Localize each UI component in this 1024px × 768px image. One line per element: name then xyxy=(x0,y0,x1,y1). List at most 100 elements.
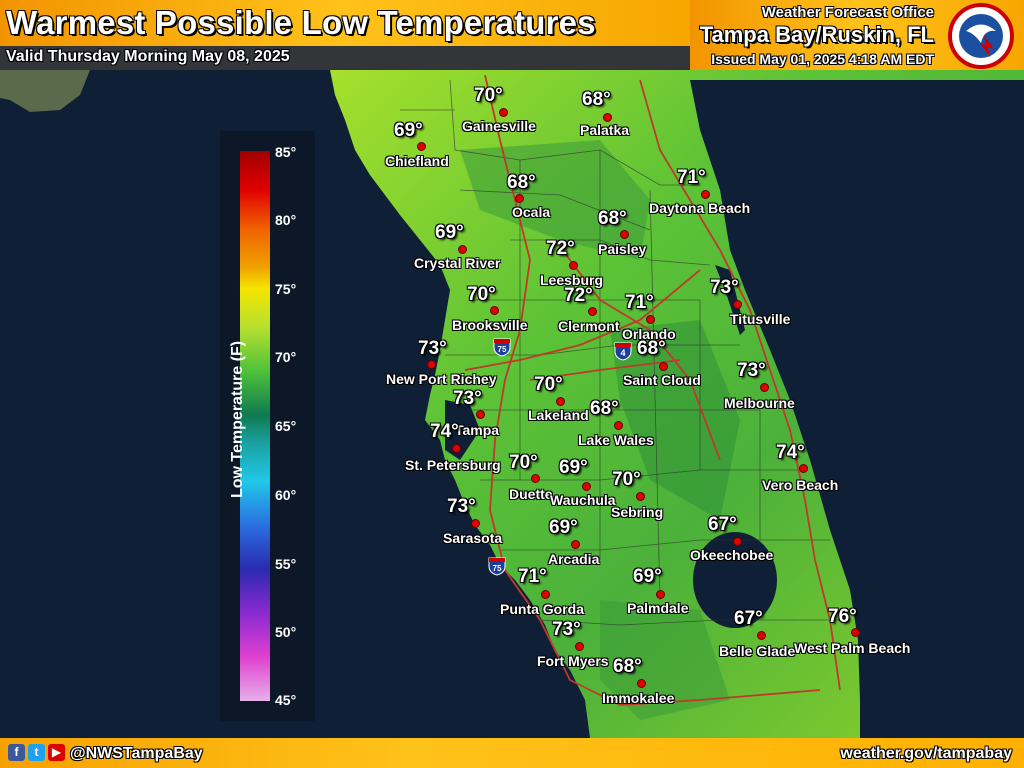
city-marker-icon xyxy=(614,421,623,430)
city-temp: 69° xyxy=(559,457,588,478)
city-temp: 74° xyxy=(430,421,459,442)
city-marker-icon xyxy=(656,590,665,599)
interstate-shield-icon: 75 xyxy=(488,557,506,576)
city-marker-icon xyxy=(556,397,565,406)
city-name: Paisley xyxy=(598,241,647,257)
valid-time: Valid Thursday Morning May 08, 2025 xyxy=(6,48,290,65)
city-temp: 74° xyxy=(776,442,805,463)
city-temp: 76° xyxy=(828,606,857,627)
city-name: Clermont xyxy=(558,318,620,334)
city-name: Leesburg xyxy=(540,272,604,288)
panhandle-land xyxy=(0,70,90,112)
city-marker-icon xyxy=(757,631,766,640)
city-marker-icon xyxy=(499,108,508,117)
city-temp: 68° xyxy=(507,172,536,193)
legend-tick: 65° xyxy=(275,418,297,434)
city-temp: 73° xyxy=(552,619,581,640)
city-temp: 70° xyxy=(467,284,496,305)
city-temp: 68° xyxy=(613,656,642,677)
wfo-label: Weather Forecast Office xyxy=(761,4,934,21)
city-name: St. Petersburg xyxy=(405,457,501,473)
city-temp: 73° xyxy=(447,496,476,517)
city-temp: 73° xyxy=(418,338,447,359)
city-name: Gainesville xyxy=(462,118,536,134)
city-name: Tampa xyxy=(455,422,500,438)
city-marker-icon xyxy=(637,679,646,688)
shield-label: 75 xyxy=(493,564,502,573)
city-name: Wauchula xyxy=(550,492,616,508)
city-marker-icon xyxy=(571,540,580,549)
city-marker-icon xyxy=(646,315,655,324)
legend-tick: 50° xyxy=(275,624,297,640)
city-temp: 71° xyxy=(677,167,706,188)
city-marker-icon xyxy=(471,519,480,528)
city-name: Lake Wales xyxy=(578,432,654,448)
nws-logo-icon xyxy=(948,3,1014,69)
city-temp: 72° xyxy=(546,238,575,259)
city-marker-icon xyxy=(541,590,550,599)
youtube-icon[interactable]: ▶ xyxy=(48,744,65,761)
city-temp: 71° xyxy=(625,292,654,313)
shield-label: 4 xyxy=(620,348,625,358)
city-marker-icon xyxy=(582,482,591,491)
city-marker-icon xyxy=(575,642,584,651)
city-marker-icon xyxy=(476,410,485,419)
twitter-icon[interactable]: t xyxy=(28,744,45,761)
city-marker-icon xyxy=(427,360,436,369)
city-temp: 68° xyxy=(637,338,666,359)
city-temp: 68° xyxy=(582,89,611,110)
city-marker-icon xyxy=(417,142,426,151)
city-temp: 70° xyxy=(474,85,503,106)
city-marker-icon xyxy=(620,230,629,239)
city-name: Daytona Beach xyxy=(649,200,751,216)
footer-bar xyxy=(0,738,1024,768)
city-name: Fort Myers xyxy=(537,653,609,669)
city-name: Saint Cloud xyxy=(623,372,701,388)
city-name: New Port Richey xyxy=(386,371,497,387)
city-temp: 73° xyxy=(737,360,766,381)
city-name: Arcadia xyxy=(548,551,600,567)
city-temp: 70° xyxy=(534,374,563,395)
interstate-shield-icon: 4 xyxy=(614,342,632,361)
city-temp: 72° xyxy=(564,285,593,306)
city-marker-icon xyxy=(603,113,612,122)
legend-tick: 60° xyxy=(275,487,297,503)
city-name: Melbourne xyxy=(724,395,795,411)
issued-time: Issued May 01, 2025 4:18 AM EDT xyxy=(711,51,934,67)
city-name: Okeechobee xyxy=(690,547,774,563)
city-name: West Palm Beach xyxy=(794,640,911,656)
city-marker-icon xyxy=(701,190,710,199)
city-temp: 67° xyxy=(734,608,763,629)
shield-label: 75 xyxy=(498,345,507,354)
city-name: Ocala xyxy=(512,204,551,220)
facebook-icon[interactable]: f xyxy=(8,744,25,761)
interstate-shield-icon: 75 xyxy=(493,338,511,357)
city-name: Punta Gorda xyxy=(500,601,585,617)
website-link[interactable]: weather.gov/tampabay xyxy=(840,745,1012,762)
social-handle[interactable]: @NWSTampaBay xyxy=(70,745,203,762)
city-name: Duette xyxy=(509,486,553,502)
city-marker-icon xyxy=(799,464,808,473)
city-temp: 70° xyxy=(612,469,641,490)
city-marker-icon xyxy=(760,383,769,392)
city-name: Immokalee xyxy=(602,690,675,706)
city-name: Orlando xyxy=(622,326,676,342)
highways xyxy=(464,74,841,706)
city-marker-icon xyxy=(531,474,540,483)
city-marker-icon xyxy=(515,194,524,203)
city-marker-icon xyxy=(588,307,597,316)
city-temp: 73° xyxy=(453,388,482,409)
legend-title: Low Temperature (F) xyxy=(229,340,246,498)
legend-tick: 55° xyxy=(275,556,297,572)
legend-tick: 85° xyxy=(275,144,297,160)
city-temp: 70° xyxy=(509,452,538,473)
city-marker-icon xyxy=(733,537,742,546)
legend-tick: 70° xyxy=(275,349,297,365)
city-temp: 69° xyxy=(633,566,662,587)
city-marker-icon xyxy=(458,245,467,254)
city-name: Belle Glade xyxy=(719,643,796,659)
city-name: Crystal River xyxy=(414,255,501,271)
city-name: Sarasota xyxy=(443,530,503,546)
city-marker-icon xyxy=(733,300,742,309)
city-marker-icon xyxy=(851,628,860,637)
